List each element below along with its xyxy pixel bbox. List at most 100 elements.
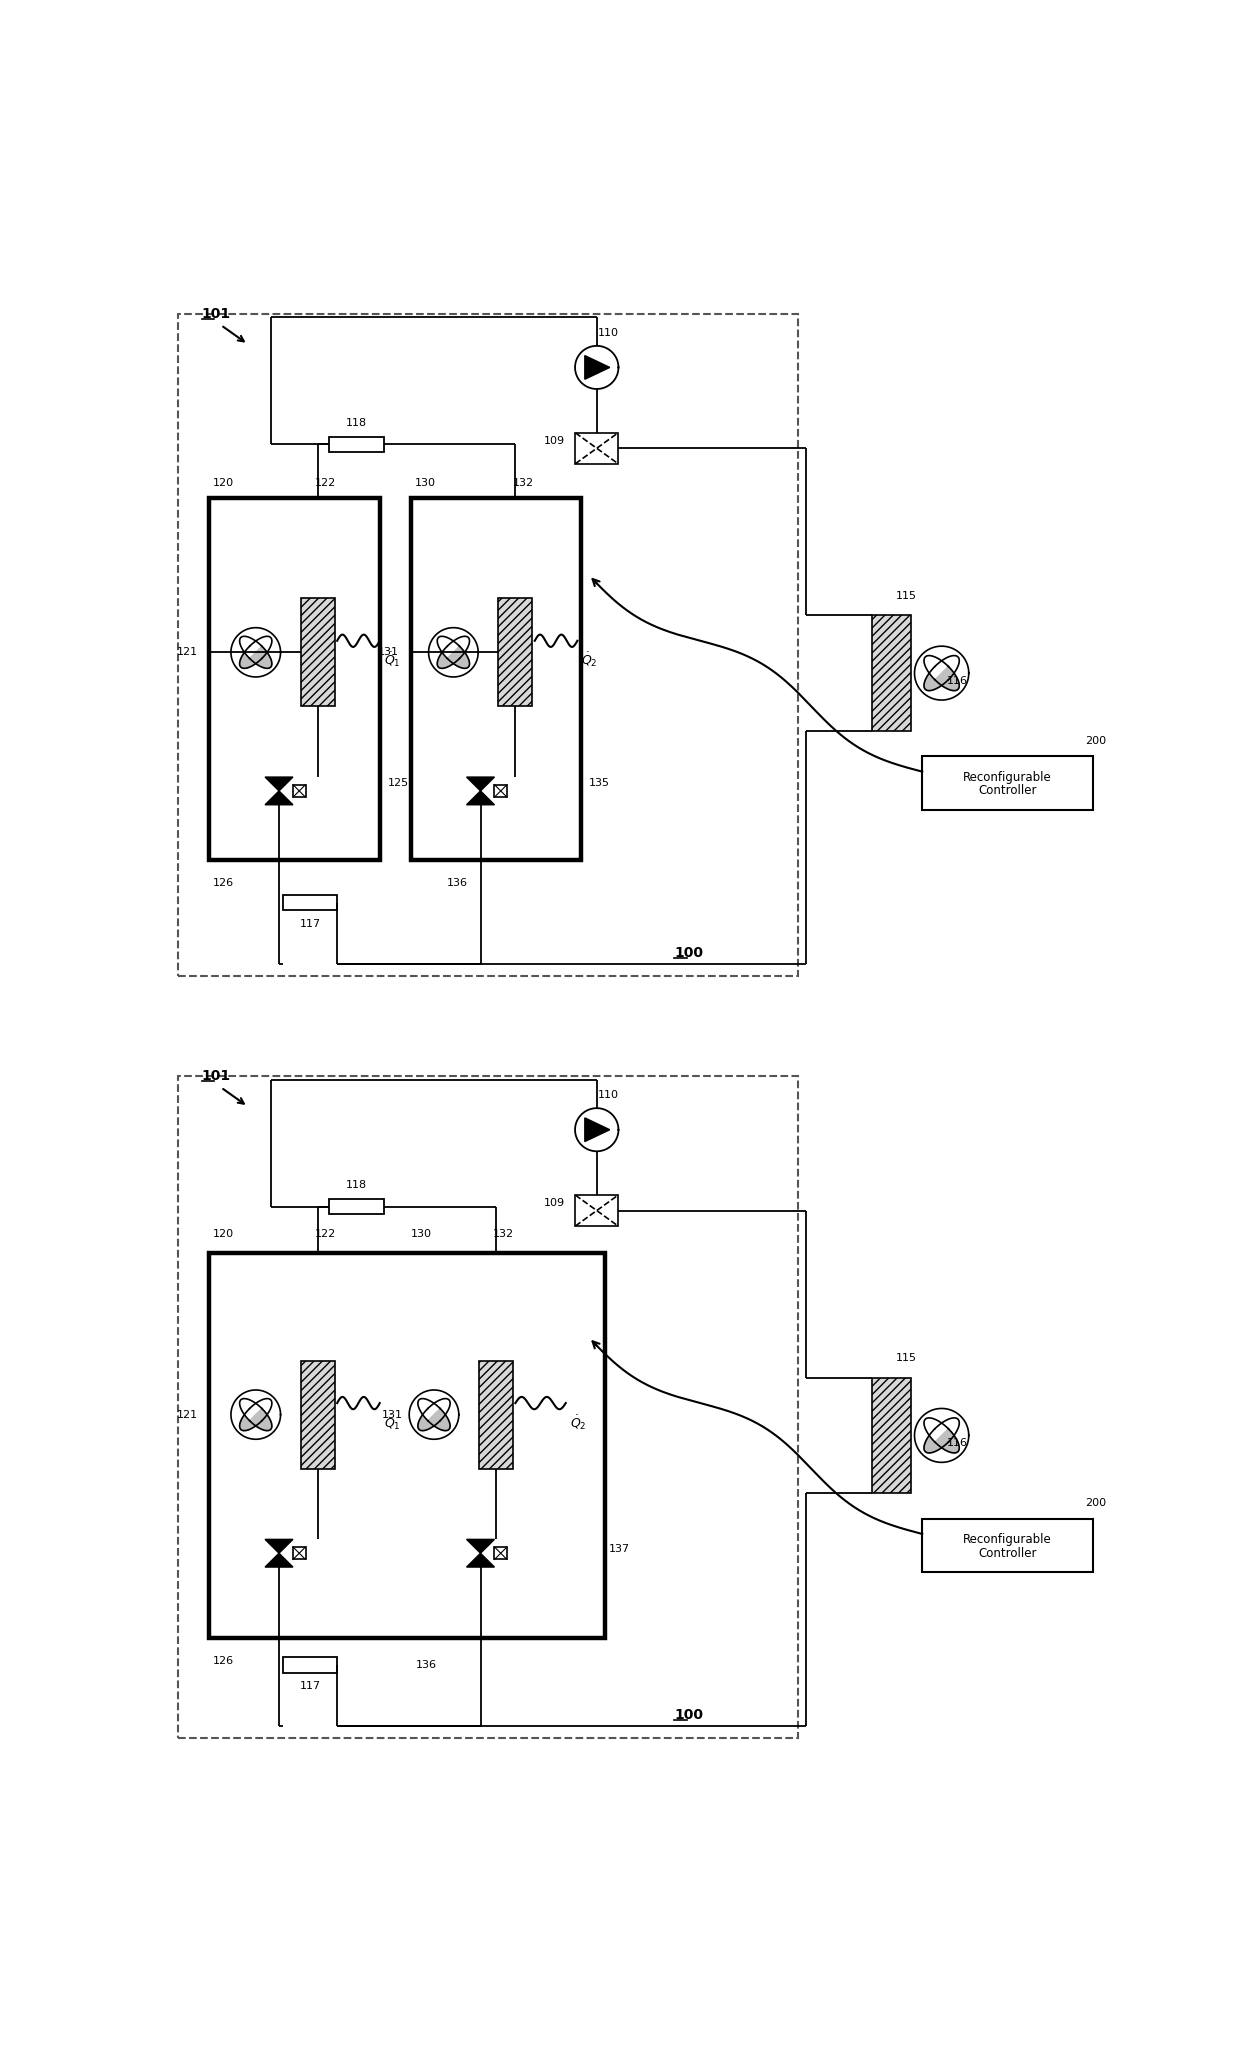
Polygon shape	[265, 776, 293, 791]
Text: 130: 130	[414, 477, 435, 487]
Text: $\dot{Q}_2$: $\dot{Q}_2$	[569, 1413, 587, 1432]
Text: Controller: Controller	[978, 784, 1037, 797]
Text: $\dot{Q}_1$: $\dot{Q}_1$	[383, 1413, 401, 1432]
Text: 101: 101	[201, 307, 231, 322]
Bar	[179, 313, 799, 975]
Polygon shape	[935, 666, 960, 690]
Text: 101: 101	[201, 1069, 231, 1083]
Text: $\dot{Q}_2$: $\dot{Q}_2$	[582, 651, 598, 670]
Text: Reconfigurable: Reconfigurable	[963, 1532, 1052, 1546]
Polygon shape	[239, 1409, 262, 1432]
Text: 137: 137	[609, 1544, 630, 1554]
Text: 117: 117	[299, 1681, 321, 1692]
Text: Controller: Controller	[978, 1546, 1037, 1561]
Bar	[293, 1546, 305, 1559]
Polygon shape	[249, 637, 272, 657]
Text: 131: 131	[382, 1409, 403, 1419]
Text: 117: 117	[299, 920, 321, 930]
Bar	[283, 1657, 337, 1673]
Polygon shape	[448, 637, 470, 657]
Text: 118: 118	[346, 418, 367, 428]
Text: 131: 131	[378, 647, 399, 657]
Polygon shape	[239, 637, 262, 657]
Text: 126: 126	[213, 879, 234, 889]
Polygon shape	[249, 1409, 272, 1432]
Text: 120: 120	[213, 1229, 234, 1239]
Bar	[575, 432, 618, 463]
Text: Reconfigurable: Reconfigurable	[963, 770, 1052, 784]
Text: 126: 126	[213, 1657, 234, 1665]
Bar	[495, 784, 507, 797]
Text: 115: 115	[897, 1354, 918, 1364]
Polygon shape	[466, 791, 495, 805]
Text: 132: 132	[494, 1229, 515, 1239]
Bar	[923, 1518, 1092, 1573]
Polygon shape	[924, 666, 949, 690]
Text: 130: 130	[410, 1229, 432, 1239]
Polygon shape	[924, 1430, 949, 1452]
Polygon shape	[418, 1399, 440, 1421]
Text: 120: 120	[213, 477, 234, 487]
Text: $\dot{Q}_1$: $\dot{Q}_1$	[383, 651, 401, 670]
Polygon shape	[466, 1552, 495, 1567]
Polygon shape	[924, 655, 949, 680]
Text: 116: 116	[946, 1438, 967, 1448]
Text: 135: 135	[589, 778, 610, 788]
Polygon shape	[265, 1540, 293, 1552]
Polygon shape	[265, 791, 293, 805]
Bar	[872, 1378, 910, 1493]
Text: 109: 109	[543, 436, 564, 446]
Bar	[575, 1196, 618, 1227]
Bar	[923, 756, 1092, 811]
Bar	[283, 895, 337, 909]
Text: 110: 110	[598, 328, 619, 338]
Bar	[410, 498, 582, 860]
Polygon shape	[466, 1540, 495, 1552]
Bar	[498, 598, 532, 707]
Text: 200: 200	[1085, 735, 1106, 745]
Text: 100: 100	[675, 946, 703, 961]
Text: 122: 122	[315, 477, 336, 487]
Bar	[872, 614, 910, 731]
Polygon shape	[239, 1399, 262, 1421]
Bar	[301, 1360, 335, 1468]
Bar	[330, 1198, 383, 1214]
Polygon shape	[585, 356, 610, 379]
Text: 121: 121	[176, 647, 197, 657]
Text: 110: 110	[598, 1090, 619, 1100]
Polygon shape	[249, 647, 272, 668]
Polygon shape	[265, 1552, 293, 1567]
Polygon shape	[428, 1409, 450, 1432]
Text: 116: 116	[946, 676, 967, 686]
Text: 136: 136	[415, 1659, 436, 1669]
Polygon shape	[935, 1417, 960, 1442]
Polygon shape	[438, 637, 460, 657]
Text: 200: 200	[1085, 1499, 1106, 1507]
Bar	[495, 1546, 507, 1559]
Text: 125: 125	[387, 778, 409, 788]
Text: 115: 115	[897, 592, 918, 602]
Polygon shape	[428, 1399, 450, 1421]
Polygon shape	[935, 1430, 960, 1452]
Polygon shape	[438, 647, 460, 668]
Text: 136: 136	[446, 879, 467, 889]
Bar	[210, 498, 379, 860]
Text: 109: 109	[543, 1198, 564, 1208]
Polygon shape	[935, 655, 960, 680]
Polygon shape	[585, 1118, 610, 1141]
Bar	[210, 1253, 605, 1638]
Polygon shape	[239, 647, 262, 668]
Polygon shape	[418, 1409, 440, 1432]
Text: 100: 100	[675, 1708, 703, 1722]
Text: 121: 121	[176, 1409, 197, 1419]
Polygon shape	[249, 1399, 272, 1421]
Text: 118: 118	[346, 1180, 367, 1190]
Bar	[293, 784, 305, 797]
Polygon shape	[466, 776, 495, 791]
Bar	[330, 436, 383, 453]
Text: 122: 122	[315, 1229, 336, 1239]
Polygon shape	[924, 1417, 949, 1442]
Bar	[301, 598, 335, 707]
Bar	[479, 1360, 513, 1468]
Bar	[179, 1075, 799, 1739]
